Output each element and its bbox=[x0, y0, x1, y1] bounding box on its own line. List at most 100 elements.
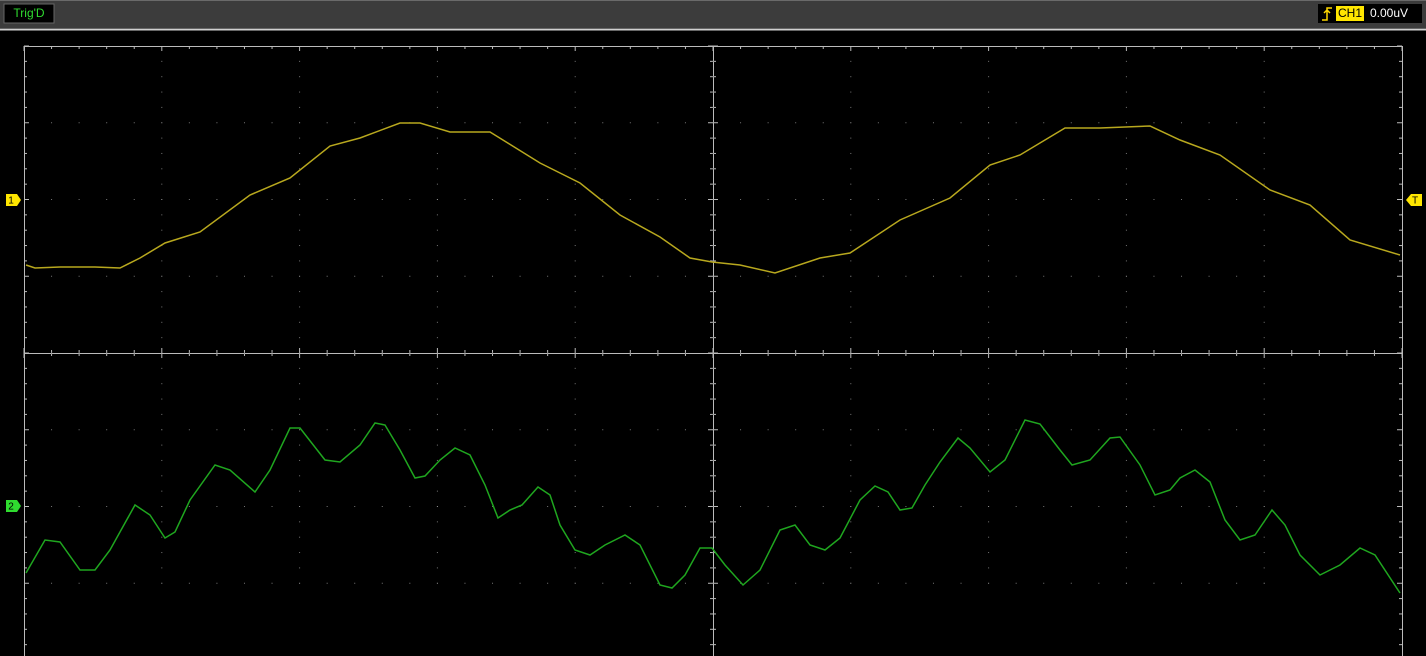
grid-dot bbox=[905, 506, 907, 507]
grid-dot bbox=[1098, 122, 1100, 124]
grid-dot bbox=[712, 506, 714, 507]
grid-dot bbox=[299, 245, 301, 247]
grid-dot bbox=[1263, 214, 1265, 216]
grid-dot bbox=[409, 506, 411, 507]
grid-dot bbox=[850, 183, 852, 185]
grid-dot bbox=[988, 214, 990, 216]
grid-dot bbox=[850, 352, 852, 354]
grid-dot bbox=[877, 506, 879, 507]
grid-dot bbox=[161, 582, 163, 584]
grid-dot bbox=[988, 183, 990, 185]
grid-dot bbox=[1125, 91, 1127, 93]
grid-dot bbox=[629, 429, 631, 431]
grid-dot bbox=[960, 352, 962, 354]
grid-dot bbox=[574, 552, 576, 554]
grid-dot bbox=[243, 429, 245, 431]
grid-dot bbox=[519, 199, 521, 200]
trigger-label: T bbox=[1412, 196, 1418, 207]
grid-dot bbox=[436, 321, 438, 323]
grid-dot bbox=[299, 199, 301, 200]
grid-dot bbox=[850, 60, 852, 62]
grid-dot bbox=[519, 582, 521, 584]
grid-dot bbox=[299, 413, 301, 415]
grid-dot bbox=[602, 582, 604, 584]
grid-dot bbox=[326, 275, 328, 277]
grid-dot bbox=[960, 199, 962, 200]
grid-dot bbox=[850, 122, 852, 124]
grid-dot bbox=[299, 506, 301, 507]
grid-dot bbox=[51, 429, 53, 431]
grid-dot bbox=[436, 199, 438, 200]
grid-dot bbox=[161, 275, 163, 277]
grid-dot bbox=[1181, 275, 1183, 277]
grid-dot bbox=[602, 506, 604, 507]
grid-dot bbox=[1263, 183, 1265, 185]
grid-dot bbox=[299, 168, 301, 170]
grid-dot bbox=[988, 444, 990, 446]
grid-dot bbox=[409, 352, 411, 354]
grid-dot bbox=[574, 429, 576, 431]
grid-dot bbox=[464, 429, 466, 431]
grid-dot bbox=[657, 429, 659, 431]
grid-dot bbox=[712, 137, 714, 139]
grid-dot bbox=[795, 199, 797, 200]
grid-dot bbox=[1208, 275, 1210, 277]
grid-dot bbox=[712, 475, 714, 477]
grid-dot bbox=[657, 352, 659, 354]
grid-dot bbox=[161, 429, 163, 431]
grid-dot bbox=[657, 506, 659, 507]
grid-dot bbox=[161, 398, 163, 400]
grid-dot bbox=[684, 429, 686, 431]
grid-dot bbox=[106, 352, 108, 354]
grid-dot bbox=[574, 383, 576, 385]
grid-dot bbox=[1208, 352, 1210, 354]
grid-dot bbox=[547, 275, 549, 277]
grid-dot bbox=[988, 306, 990, 308]
grid-dot bbox=[712, 229, 714, 231]
grid-dot bbox=[795, 122, 797, 124]
grid-dot bbox=[1263, 567, 1265, 569]
grid-dot bbox=[436, 383, 438, 385]
grid-dot bbox=[1125, 352, 1127, 354]
grid-dot bbox=[712, 383, 714, 385]
grid-dot bbox=[1125, 260, 1127, 262]
grid-dot bbox=[767, 506, 769, 507]
grid-dot bbox=[795, 582, 797, 584]
grid-dot bbox=[188, 122, 190, 124]
grid-dot bbox=[1263, 199, 1265, 200]
grid-dot bbox=[877, 352, 879, 354]
grid-dot bbox=[1153, 199, 1155, 200]
trigger-channel: CH1 bbox=[1338, 6, 1362, 20]
grid-dot bbox=[106, 429, 108, 431]
grid-dot bbox=[822, 429, 824, 431]
grid-dot bbox=[492, 429, 494, 431]
grid-dot bbox=[988, 168, 990, 170]
grid-dot bbox=[712, 214, 714, 216]
grid-dot bbox=[243, 352, 245, 354]
grid-dot bbox=[1070, 275, 1072, 277]
grid-dot bbox=[988, 229, 990, 231]
grid-dot bbox=[133, 199, 135, 200]
grid-dot bbox=[712, 367, 714, 369]
grid-dot bbox=[574, 521, 576, 523]
grid-dot bbox=[712, 490, 714, 492]
grid-dot bbox=[436, 413, 438, 415]
grid-dot bbox=[326, 429, 328, 431]
grid-dot bbox=[106, 275, 108, 277]
grid-dot bbox=[299, 275, 301, 277]
grid-dot bbox=[381, 275, 383, 277]
grid-dot bbox=[299, 291, 301, 293]
grid-dot bbox=[988, 413, 990, 415]
grid-dot bbox=[409, 199, 411, 200]
channel-2-trace bbox=[25, 419, 1401, 594]
grid-dot bbox=[436, 367, 438, 369]
grid-dot bbox=[51, 275, 53, 277]
grid-dot bbox=[188, 506, 190, 507]
graticule bbox=[23, 45, 1403, 656]
grid-dot bbox=[822, 199, 824, 200]
grid-dot bbox=[299, 306, 301, 308]
grid-dot bbox=[1015, 122, 1017, 124]
grid-dot bbox=[436, 490, 438, 492]
grid-dot bbox=[1263, 429, 1265, 431]
grid-dot bbox=[78, 275, 80, 277]
